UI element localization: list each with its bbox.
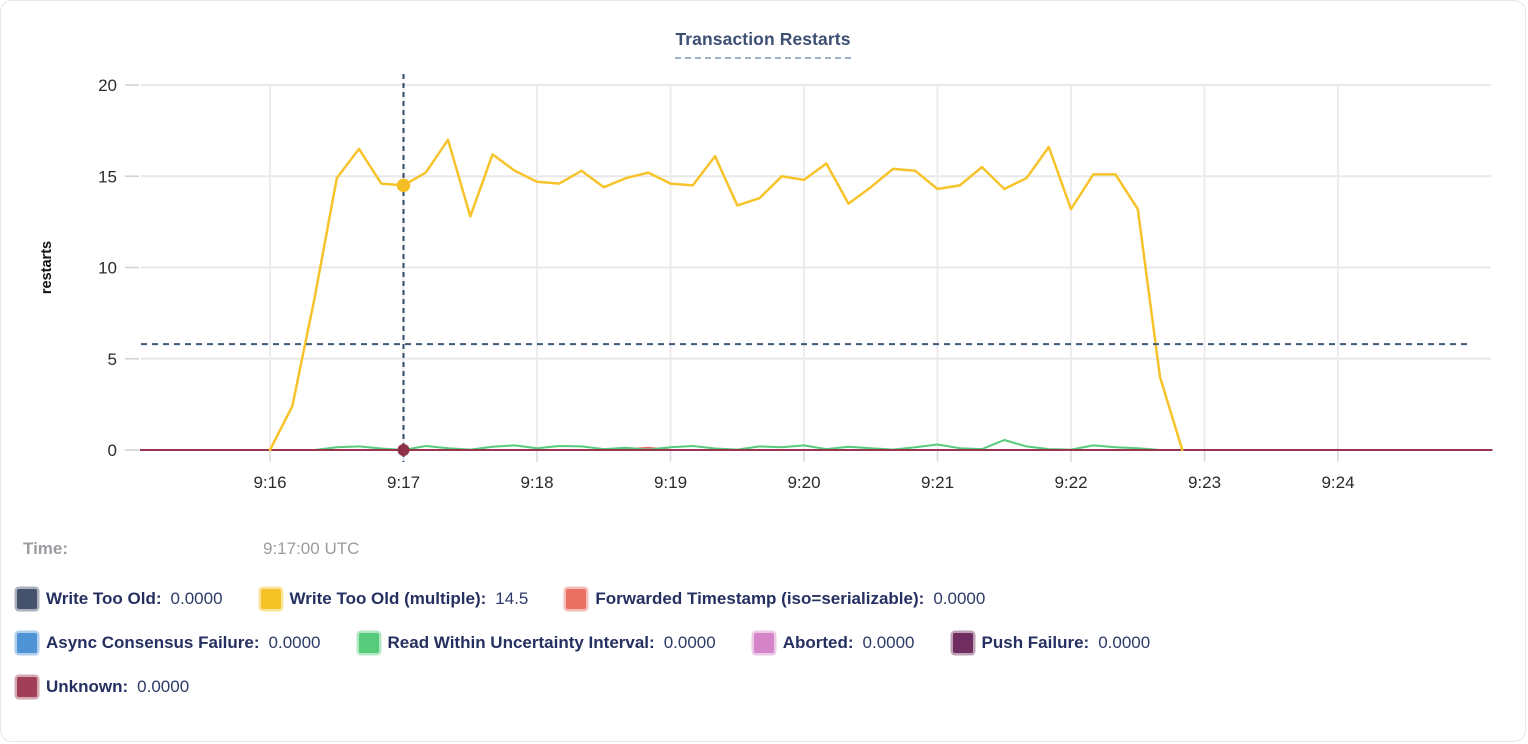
x-tick-label: 9:18 <box>520 473 553 492</box>
chart-title[interactable]: Transaction Restarts <box>675 29 851 59</box>
legend-row-3: Unknown: 0.0000 <box>17 677 1150 697</box>
legend-item-aborted[interactable]: Aborted: 0.0000 <box>753 633 915 653</box>
y-tick-label: 5 <box>108 350 117 369</box>
legend-label: Async Consensus Failure: <box>46 633 260 652</box>
time-value: 9:17:00 UTC <box>263 539 360 558</box>
aborted-swatch <box>753 633 774 653</box>
legend-label: Write Too Old (multiple): <box>289 589 487 608</box>
x-tick-label: 9:19 <box>654 473 687 492</box>
x-tick-label: 9:20 <box>787 473 820 492</box>
x-tick-label: 9:16 <box>253 473 286 492</box>
legend-item-async-consensus-failure[interactable]: Async Consensus Failure: 0.0000 <box>17 633 321 653</box>
crosshair <box>141 74 1471 462</box>
legend-value: 0.0000 <box>1098 633 1151 652</box>
legend-item-write-too-old[interactable]: Write Too Old: 0.0000 <box>17 589 223 609</box>
legend-label: Aborted: <box>782 633 854 652</box>
hover-dots <box>396 178 411 456</box>
legend-item-write-too-old-multiple[interactable]: Write Too Old (multiple): 14.5 <box>260 589 529 609</box>
x-tick-label: 9:22 <box>1054 473 1087 492</box>
series-line-write-too-old-multiple <box>268 138 1184 452</box>
legend-value: 0.0000 <box>137 677 190 696</box>
legend-value: 0.0000 <box>268 633 321 652</box>
legend-item-read-within-uncertainty-interval[interactable]: Read Within Uncertainty Interval: 0.0000 <box>358 633 716 653</box>
legend-label: Push Failure: <box>981 633 1090 652</box>
legend-item-forwarded-timestamp-iso-serializable[interactable]: Forwarded Timestamp (iso=serializable): 0… <box>566 589 985 609</box>
y-axis-title: restarts <box>39 241 55 294</box>
legend-value: 0.0000 <box>933 589 986 608</box>
series-lines <box>139 138 1493 452</box>
legend-item-push-failure[interactable]: Push Failure: 0.0000 <box>952 633 1151 653</box>
async-consensus-failure-swatch <box>17 633 37 653</box>
read-within-uncertainty-interval-swatch <box>358 633 379 653</box>
forwarded-timestamp-iso-serializable-swatch <box>566 589 587 609</box>
legend-label: Write Too Old: <box>46 589 162 608</box>
chart-title-wrap: Transaction Restarts <box>1 29 1525 59</box>
write-too-old-multiple-swatch <box>260 589 281 609</box>
legend-value: 0.0000 <box>170 589 223 608</box>
time-label: Time: <box>23 539 69 558</box>
legend-row-2: Async Consensus Failure: 0.0000 Read Withi… <box>17 633 1150 653</box>
legend-value: 14.5 <box>495 589 529 608</box>
legend-label: Forwarded Timestamp (iso=serializable): <box>595 589 925 608</box>
axis-labels: 0 5 10 15 20 9:16 9:17 9:18 9:19 9:20 9:21 9:22 9:23… <box>39 76 1355 492</box>
x-tick-label: 9:17 <box>387 473 420 492</box>
x-tick-label: 9:21 <box>921 473 954 492</box>
y-tick-label: 20 <box>98 76 117 95</box>
hover-dot-write-too-old-multiple <box>396 178 411 193</box>
y-tick-label: 10 <box>98 259 117 278</box>
unknown-swatch <box>17 677 37 697</box>
write-too-old-swatch <box>17 589 37 609</box>
legend-value: 0.0000 <box>663 633 716 652</box>
chart-legend: Write Too Old: 0.0000 Write Too Old (multi… <box>17 589 1150 697</box>
legend-label: Unknown: <box>46 677 129 696</box>
legend-label: Read Within Uncertainty Interval: <box>387 633 655 652</box>
y-tick-label: 0 <box>108 441 117 460</box>
legend-row-1: Write Too Old: 0.0000 Write Too Old (multi… <box>17 589 1150 609</box>
hover-dot-unknown <box>397 444 410 456</box>
series-line-read-within-uncertainty-interval <box>313 439 1161 451</box>
y-tick-label: 15 <box>98 167 117 186</box>
transaction-restarts-chart[interactable]: 0 5 10 15 20 9:16 9:17 9:18 9:19 9:20 9:21 9:22 9:23… <box>1 1 1526 521</box>
gridlines <box>125 84 1491 462</box>
x-tick-label: 9:23 <box>1188 473 1221 492</box>
legend-value: 0.0000 <box>862 633 915 652</box>
x-tick-label: 9:24 <box>1321 473 1354 492</box>
push-failure-swatch <box>952 633 973 653</box>
legend-item-unknown[interactable]: Unknown: 0.0000 <box>17 677 189 697</box>
